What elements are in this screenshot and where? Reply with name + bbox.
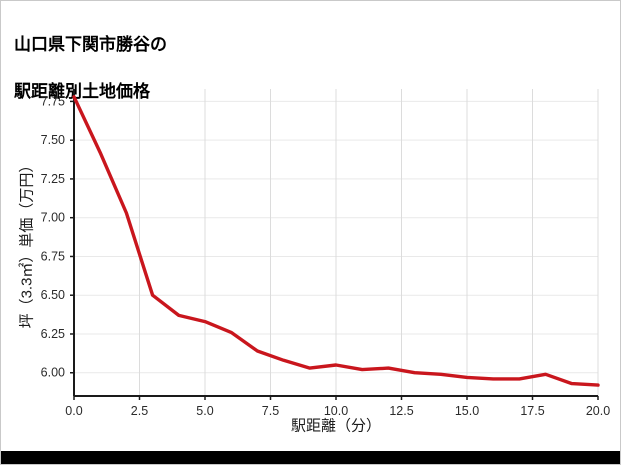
y-tick-label: 6.25 [41,327,65,341]
chart-title-line1: 山口県下関市勝谷の [14,35,167,55]
x-tick-label: 5.0 [196,404,213,418]
chart-title: 山口県下関市勝谷の 駅距離別土地価格 [14,10,167,127]
x-tick-label: 17.5 [520,404,544,418]
x-tick-label: 10.0 [324,404,348,418]
x-tick-label: 2.5 [131,404,148,418]
x-tick-label: 20.0 [586,404,610,418]
x-axis-label: 駅距離（分） [290,417,382,435]
chart-title-line2: 駅距離別土地価格 [14,82,150,102]
x-tick-label: 0.0 [65,404,82,418]
y-tick-label: 7.25 [41,172,65,186]
y-axis-label: 坪（3.3㎡）単価（万円） [18,157,36,329]
y-tick-label: 7.00 [41,211,65,225]
x-tick-label: 7.5 [262,404,279,418]
x-tick-label: 15.0 [455,404,479,418]
y-tick-label: 6.50 [41,288,65,302]
y-tick-label: 6.00 [41,366,65,380]
y-tick-label: 7.50 [41,133,65,147]
bottom-bar [1,451,620,464]
y-tick-label: 7.75 [41,94,65,108]
x-tick-label: 12.5 [389,404,413,418]
y-tick-label: 6.75 [41,249,65,263]
price-line-series [72,95,600,387]
